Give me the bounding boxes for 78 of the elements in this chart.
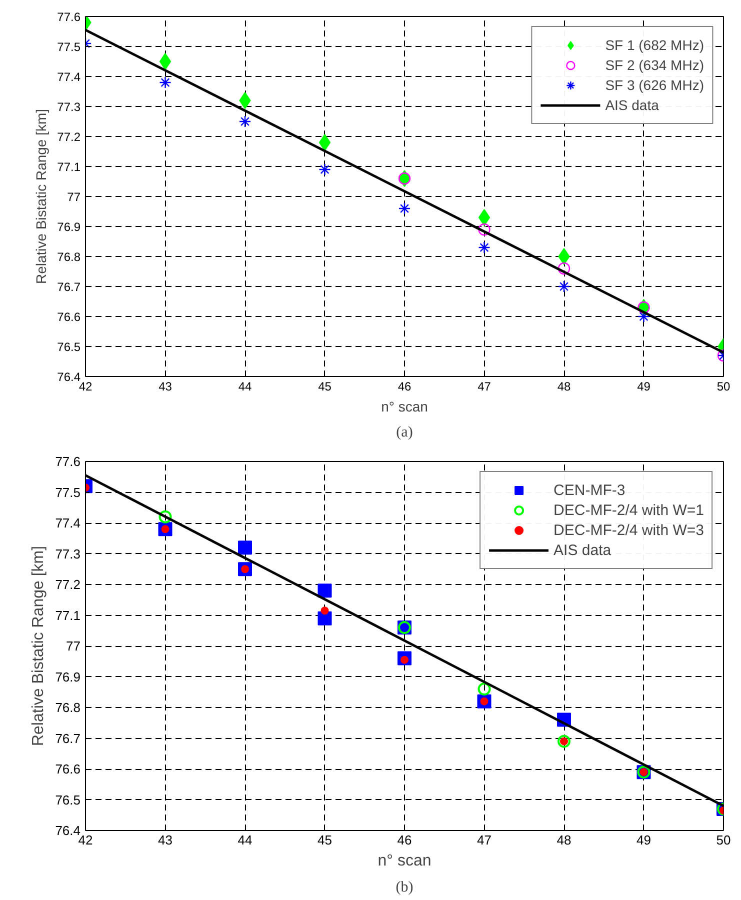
x-tick-label: 45 xyxy=(318,380,332,394)
x-axis-title: n° scan xyxy=(378,852,432,870)
y-tick-label: 77.2 xyxy=(57,130,81,144)
y-tick-label: 76.4 xyxy=(55,823,81,838)
legend-label: SF 1 (682 MHz) xyxy=(605,37,704,53)
point xyxy=(238,540,252,555)
y-tick-label: 77 xyxy=(66,638,81,654)
point xyxy=(318,584,332,598)
point xyxy=(318,134,331,151)
y-axis-title: Relative Bistatic Range [km] xyxy=(30,546,48,746)
point xyxy=(320,606,329,615)
x-tick-label: 44 xyxy=(238,380,252,394)
x-tick-label: 42 xyxy=(78,380,92,394)
x-tick-label: 47 xyxy=(478,380,492,394)
x-tick-label: 44 xyxy=(238,832,252,848)
point xyxy=(478,682,491,696)
point xyxy=(558,248,570,265)
y-tick-label: 76.5 xyxy=(55,792,81,808)
legend-label: AIS data xyxy=(605,97,659,113)
x-tick-label: 47 xyxy=(477,832,492,848)
y-tick-label: 77.1 xyxy=(57,160,81,174)
x-tick-label: 46 xyxy=(398,380,412,394)
x-tick-label: 49 xyxy=(636,832,651,848)
x-tick-label: 48 xyxy=(556,832,572,848)
legend-label: DEC-MF-2/4 with W=1 xyxy=(554,502,704,518)
y-tick-label: 76.6 xyxy=(55,762,81,776)
y-tick-label: 76.6 xyxy=(57,310,81,324)
point xyxy=(238,115,252,128)
y-tick-label: 77.4 xyxy=(55,516,81,530)
x-tick-label: 49 xyxy=(637,380,651,394)
y-tick-label: 77.6 xyxy=(55,454,81,469)
point xyxy=(158,510,172,524)
point xyxy=(318,611,332,626)
x-tick-label: 50 xyxy=(716,832,731,848)
y-tick-label: 77.5 xyxy=(55,484,81,500)
point xyxy=(159,76,172,89)
point xyxy=(318,163,331,176)
y-tick-label: 77.4 xyxy=(57,70,81,84)
y-tick-label: 76.4 xyxy=(57,370,81,384)
legend-label: SF 3 (626 MHz) xyxy=(605,77,704,93)
legend-label: SF 2 (634 MHz) xyxy=(605,57,704,73)
point xyxy=(478,209,490,226)
text: (a) xyxy=(396,424,413,440)
text: (b) xyxy=(396,880,414,896)
point xyxy=(478,223,490,236)
y-tick-label: 76.8 xyxy=(57,250,81,264)
x-tick-label: 45 xyxy=(318,832,332,848)
point xyxy=(558,280,570,293)
point xyxy=(478,241,490,254)
y-tick-label: 76.7 xyxy=(55,730,81,746)
x-tick-label: 48 xyxy=(557,380,571,394)
y-tick-label: 77.3 xyxy=(57,100,81,114)
y-tick-label: 77.1 xyxy=(55,608,81,623)
point xyxy=(638,310,650,323)
y-tick-label: 76.5 xyxy=(57,340,81,354)
y-tick-label: 77.2 xyxy=(55,577,81,592)
y-tick-label: 77.5 xyxy=(57,40,81,54)
y-tick-label: 76.7 xyxy=(57,280,81,294)
x-tick-label: 46 xyxy=(397,832,412,848)
y-tick-label: 76.9 xyxy=(55,669,81,684)
y-tick-label: 76.9 xyxy=(57,220,81,234)
point xyxy=(239,92,251,109)
point xyxy=(159,53,172,70)
legend-label: AIS data xyxy=(554,542,612,558)
y-tick-label: 77.6 xyxy=(57,10,81,24)
y-tick-label: 77.3 xyxy=(55,546,81,562)
point xyxy=(558,734,570,748)
x-tick-label: 50 xyxy=(716,380,730,394)
x-axis-title: n° scan xyxy=(381,398,428,414)
x-tick-label: 43 xyxy=(158,832,172,848)
x-tick-label: 43 xyxy=(158,380,172,394)
legend-label: CEN-MF-3 xyxy=(554,482,626,498)
y-tick-label: 76.8 xyxy=(55,700,81,715)
legend-label: DEC-MF-2/4 with W=3 xyxy=(554,522,704,538)
point xyxy=(398,202,411,215)
y-tick-label: 77 xyxy=(67,190,81,204)
y-axis-title: Relative Bistatic Range [km] xyxy=(33,108,50,284)
point xyxy=(558,262,570,275)
